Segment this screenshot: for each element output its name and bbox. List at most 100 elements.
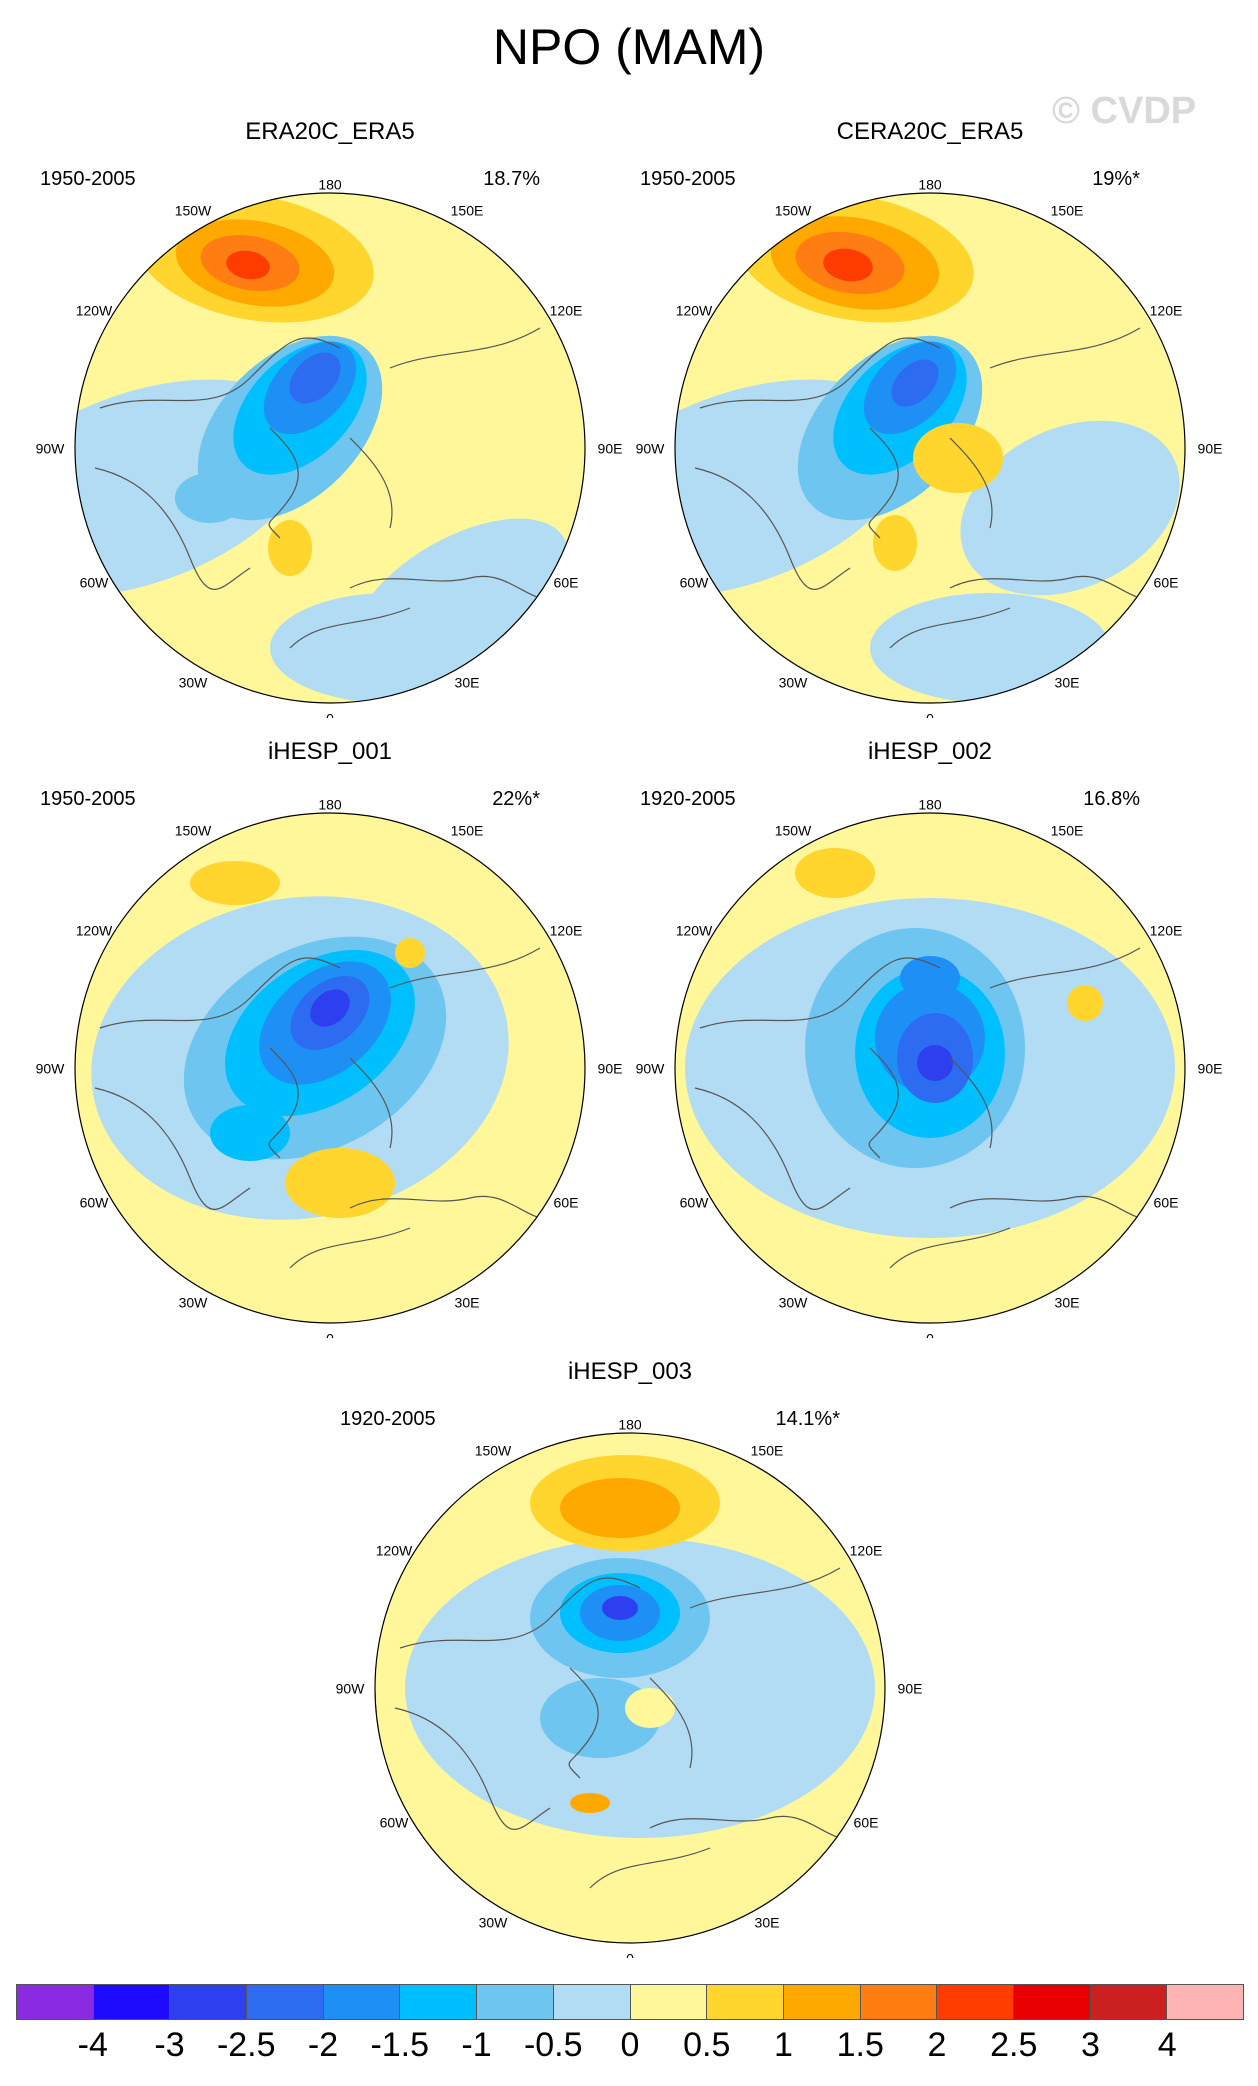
coastline <box>94 1087 251 1210</box>
polar-map: 180 150W 150E 120W 120E 90W 90E 60W 60E 30W 30E 0 <box>36 177 623 718</box>
longitude-label: 60E <box>854 1815 879 1831</box>
anomaly-contour <box>395 938 425 968</box>
coastline <box>289 1227 411 1269</box>
map-border <box>74 812 586 1324</box>
anomaly-contour <box>917 1045 953 1081</box>
longitude-label: 60W <box>80 575 110 591</box>
coastline <box>699 957 941 1029</box>
colorbar-tick-label: 1.5 <box>836 2026 884 2064</box>
longitude-label: 60W <box>380 1815 410 1831</box>
colorbar-tick-label: 3 <box>1081 2026 1100 2064</box>
longitude-label: 150W <box>175 823 212 839</box>
colorbar-tick-label: -0.5 <box>523 2026 583 2064</box>
map-panel-ihesp-003: 180 150W 150E 120W 120E 90W 90E 60W 60E 30W 30E 0 i… <box>330 1358 930 1958</box>
coastline <box>694 467 851 590</box>
coastline <box>949 437 993 529</box>
anomaly-contour <box>795 848 875 898</box>
coastline <box>568 1667 599 1779</box>
longitude-label: 90W <box>36 441 66 457</box>
panel-percent: 16.8% <box>1083 788 1140 810</box>
polar-map: 180 150W 150E 120W 120E 90W 90E 60W 60E 30W 30E 0 <box>636 797 1223 1338</box>
colorbar-swatch <box>93 1985 171 2019</box>
coastline <box>268 427 299 539</box>
coastline <box>989 327 1141 369</box>
longitude-label: 150W <box>775 203 812 219</box>
anomaly-contour <box>625 1688 675 1728</box>
coastline <box>349 575 561 601</box>
longitude-label: 60E <box>1154 575 1179 591</box>
colorbar-tick-label: -2.5 <box>216 2026 276 2064</box>
longitude-label: 30E <box>455 675 480 691</box>
anomaly-contour <box>891 359 939 407</box>
colorbar-tick-label: 4 <box>1157 2026 1177 2064</box>
longitude-label: 30W <box>179 675 209 691</box>
longitude-label: 90W <box>636 1061 666 1077</box>
panel-title: ERA20C_ERA5 <box>245 118 415 145</box>
anomaly-contour <box>289 352 341 404</box>
panel-percent: 14.1%* <box>775 1408 841 1430</box>
coastline <box>399 1577 641 1649</box>
polar-map: 180 150W 150E 120W 120E 90W 90E 60W 60E 30W 30E 0 <box>36 797 623 1338</box>
panel-period: 1920-2005 <box>640 788 736 810</box>
longitude-label: 60E <box>1154 1195 1179 1211</box>
coastline <box>649 1677 693 1769</box>
panel-period: 1950-2005 <box>40 788 136 810</box>
colorbar-swatch <box>937 1985 1014 2019</box>
coastline <box>989 947 1141 989</box>
anomaly-contour <box>1067 985 1103 1021</box>
colorbar-swatch <box>1013 1985 1091 2019</box>
longitude-label: 60E <box>554 1195 579 1211</box>
anomaly-contour <box>310 989 350 1027</box>
map-panel-ihesp-002: 180 150W 150E 120W 120E 90W 90E 60W 60E 30W 30E 0 i… <box>630 738 1230 1338</box>
cvdp-watermark: © CVDP <box>1052 90 1197 132</box>
polar-map: 180 150W 150E 120W 120E 90W 90E 60W 60E 30W 30E 0 <box>636 177 1223 718</box>
colorbar-tick-label: 1 <box>774 2026 793 2064</box>
colorbar-swatch <box>707 1985 784 2019</box>
longitude-label: 180 <box>618 1417 642 1433</box>
panel-percent: 22%* <box>492 788 540 810</box>
longitude-label: 60W <box>680 1195 710 1211</box>
anomaly-contour <box>602 1596 638 1620</box>
longitude-label: 180 <box>318 177 342 193</box>
colorbar-swatch <box>1167 1985 1243 2019</box>
longitude-label: 120W <box>376 1543 413 1559</box>
longitude-label: 150E <box>451 823 484 839</box>
colorbar <box>16 1984 1244 2020</box>
longitude-label: 180 <box>918 177 942 193</box>
anomaly-contour <box>405 1538 875 1838</box>
figure-title: NPO (MAM) <box>492 19 766 75</box>
coastline <box>589 1847 711 1889</box>
coastline <box>289 607 411 649</box>
colorbar-swatch <box>860 1985 938 2019</box>
coastline <box>349 437 393 529</box>
map-panel-ihesp-001: 180 150W 150E 120W 120E 90W 90E 60W 60E 30W 30E 0 i… <box>30 738 630 1338</box>
coastline <box>694 1087 851 1210</box>
longitude-label: 60W <box>680 575 710 591</box>
coastline <box>268 1047 299 1159</box>
colorbar-tick-label: 2.5 <box>990 2026 1038 2064</box>
longitude-label: 30E <box>1055 1295 1080 1311</box>
colorbar-tick-label: 0 <box>620 2026 640 2064</box>
longitude-label: 0 <box>926 1331 934 1338</box>
longitude-label: 120E <box>1150 923 1183 939</box>
colorbar-swatch <box>630 1985 708 2019</box>
coastline <box>349 1057 393 1149</box>
colorbar-tick-label: -1 <box>461 2026 492 2064</box>
longitude-label: 120W <box>76 923 113 939</box>
longitude-label: 150E <box>751 1443 784 1459</box>
colorbar-tick-label: -2 <box>307 2026 339 2064</box>
longitude-label: 90E <box>1198 1061 1223 1077</box>
panel-period: 1950-2005 <box>40 168 136 190</box>
longitude-label: 150E <box>451 203 484 219</box>
panel-period: 1950-2005 <box>640 168 736 190</box>
anomaly-contour <box>873 515 917 571</box>
anomaly-contour <box>570 1793 610 1813</box>
longitude-label: 120E <box>550 303 583 319</box>
coastline <box>949 575 1161 601</box>
longitude-label: 90E <box>1198 441 1223 457</box>
coastline <box>699 337 941 409</box>
longitude-label: 30E <box>455 1295 480 1311</box>
colorbar-tick-label: -3 <box>154 2026 185 2064</box>
colorbar-tick-label: 2 <box>927 2026 947 2064</box>
coastline <box>949 1057 993 1149</box>
